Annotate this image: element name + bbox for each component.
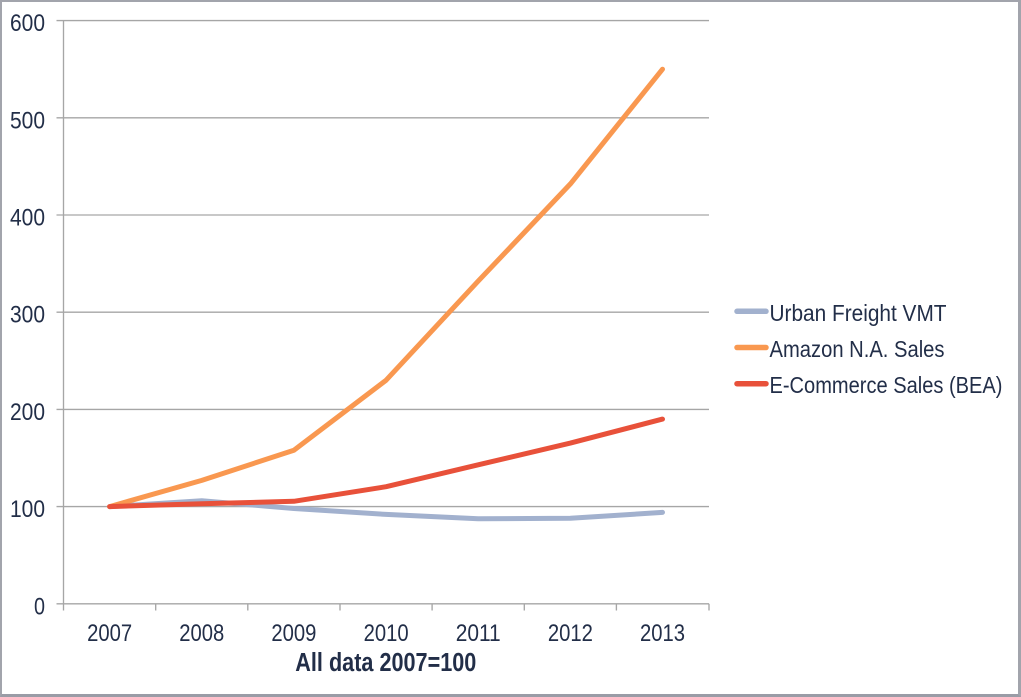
- svg-text:2008: 2008: [179, 620, 224, 647]
- svg-text:Amazon N.A. Sales: Amazon N.A. Sales: [770, 336, 945, 362]
- svg-text:2007: 2007: [87, 620, 132, 647]
- svg-text:All data 2007=100: All data 2007=100: [295, 649, 476, 677]
- svg-text:600: 600: [10, 10, 45, 37]
- svg-text:500: 500: [10, 107, 45, 134]
- svg-text:E-Commerce Sales (BEA): E-Commerce Sales (BEA): [770, 372, 1003, 398]
- svg-text:200: 200: [10, 399, 45, 426]
- svg-text:2012: 2012: [548, 620, 593, 647]
- svg-text:400: 400: [10, 205, 45, 232]
- svg-text:2013: 2013: [640, 620, 685, 647]
- svg-text:0: 0: [34, 594, 45, 621]
- svg-text:100: 100: [10, 496, 45, 523]
- svg-text:Urban Freight VMT: Urban Freight VMT: [770, 300, 947, 326]
- svg-text:2011: 2011: [456, 620, 501, 647]
- svg-text:300: 300: [10, 302, 45, 329]
- svg-text:2009: 2009: [271, 620, 316, 647]
- svg-text:2010: 2010: [364, 620, 409, 647]
